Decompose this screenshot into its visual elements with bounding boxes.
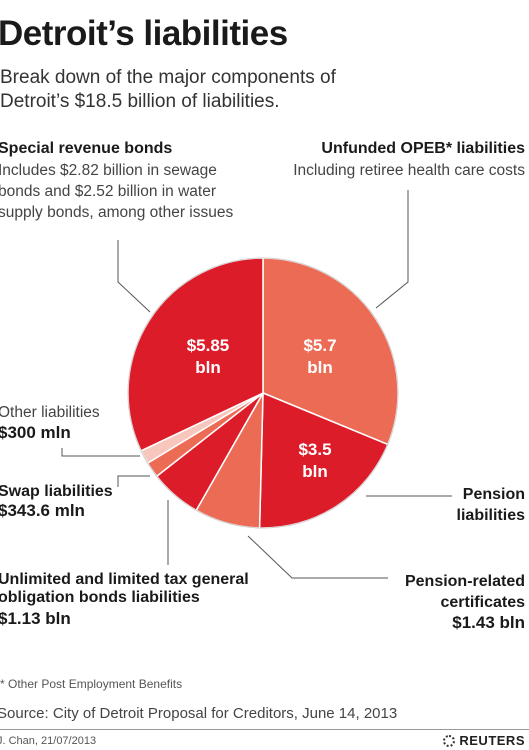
slice-data-label: $5.7 bbox=[303, 336, 336, 355]
label-pension-related-name: Pension-related certificates bbox=[404, 573, 525, 611]
label-swap: Swap liabilities $343.6 mln bbox=[0, 483, 113, 521]
leader-opeb bbox=[375, 190, 409, 309]
label-utgo: Unlimited and limited tax general obliga… bbox=[0, 571, 278, 629]
footnote: * Other Post Employment Benefits bbox=[0, 677, 183, 691]
slice-labels: $5.7 bln $3.5 bln $5.85 bln bbox=[187, 336, 337, 481]
label-pension: Pension liabilities bbox=[445, 484, 525, 526]
reuters-wordmark: REUTERS bbox=[459, 733, 525, 748]
label-opeb-desc: Including retiree health care costs bbox=[293, 162, 525, 179]
label-swap-name: Swap liabilities bbox=[0, 483, 113, 500]
label-opeb-name: Unfunded OPEB* liabilities bbox=[321, 140, 525, 157]
credit-line: J. Chan, 21/07/2013 bbox=[0, 735, 97, 747]
label-pension-related-value: $1.43 bln bbox=[452, 613, 525, 632]
source-note: Source: City of Detroit Proposal for Cre… bbox=[0, 705, 398, 722]
label-opeb: Unfunded OPEB* liabilities Including ret… bbox=[265, 140, 525, 181]
leader-pension-related bbox=[247, 535, 388, 579]
pie-slices bbox=[127, 257, 399, 529]
footer-divider bbox=[0, 729, 529, 730]
slice-data-label: bln bbox=[307, 358, 333, 377]
reuters-dot-icon bbox=[443, 734, 456, 747]
leader-swap bbox=[117, 475, 150, 487]
label-utgo-value: $1.13 bln bbox=[0, 609, 71, 628]
pie-outline bbox=[127, 257, 399, 529]
slice-data-label: bln bbox=[302, 462, 328, 481]
label-pension-name: Pension liabilities bbox=[456, 486, 525, 524]
reuters-logo: REUTERS bbox=[443, 733, 525, 748]
label-swap-value: $343.6 mln bbox=[0, 501, 85, 520]
label-utgo-name: Unlimited and limited tax general obliga… bbox=[0, 571, 249, 606]
slice-data-label: bln bbox=[195, 358, 221, 377]
label-special-revenue: Special revenue bonds Includes $2.82 bil… bbox=[0, 140, 258, 223]
slice-data-label: $5.85 bbox=[187, 336, 230, 355]
leader-lines bbox=[61, 190, 452, 579]
slice-data-label: $3.5 bbox=[298, 440, 331, 459]
label-other-value: $300 mln bbox=[0, 423, 71, 442]
label-other-name: Other liabilities bbox=[0, 404, 100, 421]
label-pension-related: Pension-related certificates $1.43 bln bbox=[375, 571, 525, 633]
chart-title: Detroit’s liabilities bbox=[0, 14, 288, 53]
leader-other bbox=[61, 448, 140, 457]
label-other: Other liabilities $300 mln bbox=[0, 402, 100, 443]
leader-special bbox=[117, 240, 151, 313]
label-special-name: Special revenue bonds bbox=[0, 140, 173, 157]
label-special-desc: Includes $2.82 billion in sewage bonds a… bbox=[0, 162, 234, 221]
chart-subtitle: Break down of the major components of De… bbox=[0, 67, 336, 112]
